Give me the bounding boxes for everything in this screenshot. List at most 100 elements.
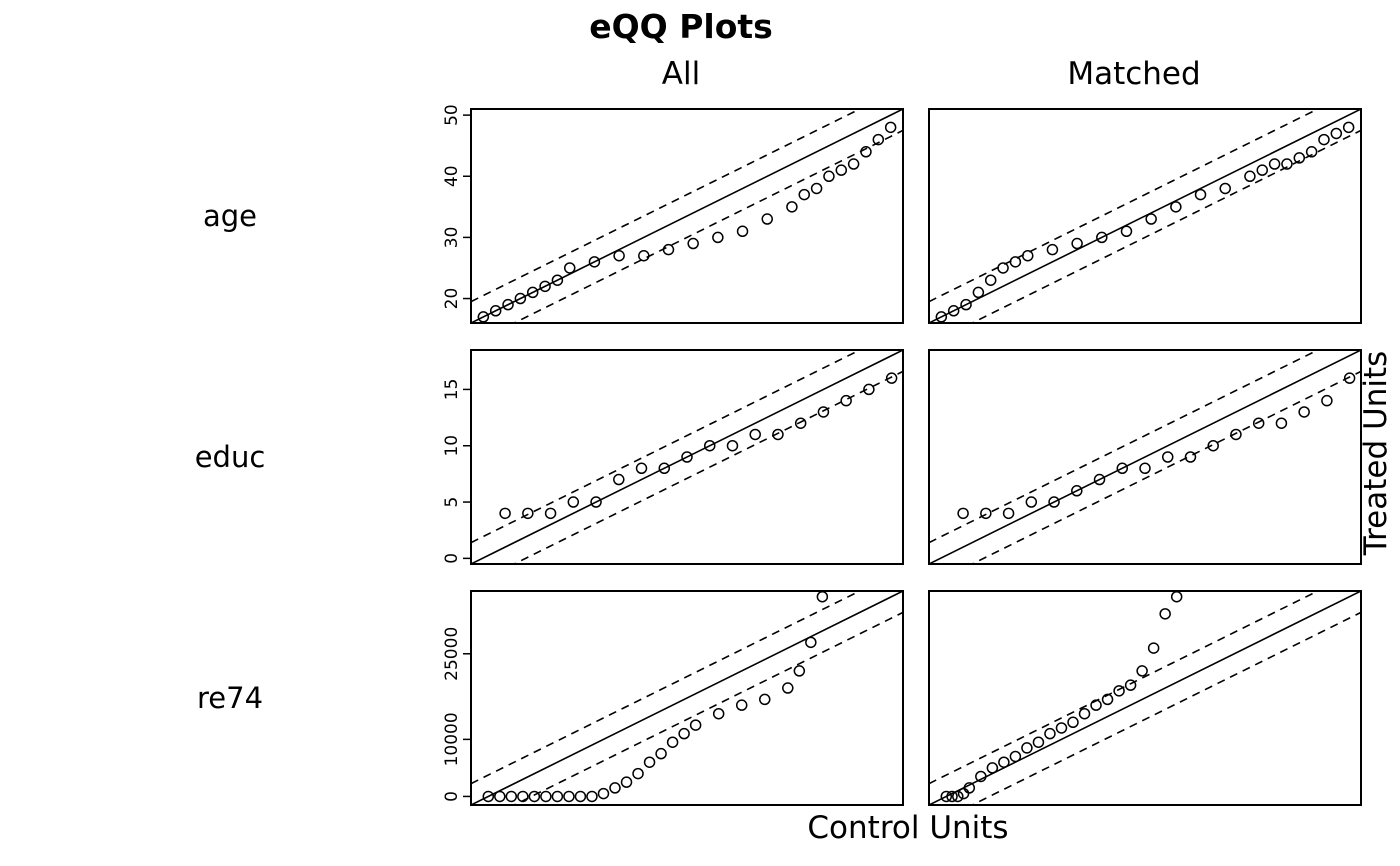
qq-point xyxy=(563,790,575,803)
qq-point xyxy=(816,591,829,603)
qq-point xyxy=(1321,394,1333,407)
qq-point xyxy=(1044,727,1056,740)
qq-point xyxy=(1207,439,1219,452)
qq-point xyxy=(1184,451,1197,463)
qq-point xyxy=(1139,462,1151,475)
x-axis-label: Control Units xyxy=(807,810,1008,846)
qq-point xyxy=(712,707,725,720)
qq-point xyxy=(1281,158,1293,170)
qq-point xyxy=(1136,665,1148,677)
qq-point xyxy=(1113,685,1125,697)
qq-point xyxy=(586,790,598,803)
qq-point xyxy=(1170,201,1182,213)
chart-title: eQQ Plots xyxy=(589,7,773,46)
qq-point xyxy=(1048,496,1060,508)
panel-frame xyxy=(470,108,904,324)
qq-point xyxy=(632,767,644,780)
qq-point xyxy=(1009,750,1022,763)
y-tick-label: 50 xyxy=(442,104,462,126)
qq-point xyxy=(609,782,621,794)
lower-band-line xyxy=(512,129,903,323)
column-label-matched: Matched xyxy=(1067,56,1200,92)
qq-point xyxy=(823,170,835,183)
panel-age-all: 20 30 40 50 xyxy=(442,104,904,324)
row-label-re74: re74 xyxy=(197,681,263,715)
qq-point xyxy=(658,462,671,475)
qq-point xyxy=(960,298,972,311)
qq-point xyxy=(574,790,587,803)
qq-point xyxy=(1021,249,1034,262)
panel-re74-matched xyxy=(928,590,1362,806)
upper-band-line xyxy=(471,109,862,303)
qq-point xyxy=(1067,716,1079,729)
qq-point xyxy=(798,188,811,201)
panel-frame xyxy=(928,108,1362,324)
qq-point xyxy=(1071,237,1083,250)
y-tick-label: 25000 xyxy=(442,627,462,681)
reference-line xyxy=(929,591,1361,805)
qq-point xyxy=(502,298,514,311)
qq-point xyxy=(935,311,948,323)
qq-point xyxy=(1025,496,1038,508)
qq-point xyxy=(522,507,534,520)
qq-point xyxy=(980,507,992,520)
y-tick-label: 10 xyxy=(442,435,462,457)
qq-point xyxy=(1093,473,1106,486)
qq-point xyxy=(551,274,564,286)
qq-point xyxy=(703,439,716,452)
qq-point xyxy=(1330,127,1343,140)
qq-point xyxy=(957,787,970,800)
qq-point xyxy=(885,372,898,384)
upper-band-line xyxy=(929,109,1320,303)
qq-point xyxy=(477,311,490,323)
y-tick-label: 0 xyxy=(442,791,462,802)
qq-point xyxy=(517,790,529,803)
column-label-all: All xyxy=(662,56,700,92)
qq-point xyxy=(1343,372,1356,384)
qq-point xyxy=(613,249,625,262)
y-tick-label: 40 xyxy=(442,165,462,187)
lower-band-line xyxy=(970,611,1361,805)
qq-point xyxy=(793,665,806,677)
qq-point xyxy=(805,636,817,649)
qq-point xyxy=(735,699,748,711)
qq-point xyxy=(984,274,997,286)
qq-point xyxy=(1318,133,1330,146)
qq-point xyxy=(782,682,794,694)
y-tick-label: 30 xyxy=(442,227,462,249)
y-axis-label: Treated Units xyxy=(1358,351,1394,557)
qq-point xyxy=(712,231,724,244)
upper-band-line xyxy=(929,591,1320,785)
upper-band-line xyxy=(929,350,1320,544)
reference-line xyxy=(471,591,903,805)
qq-point xyxy=(1101,693,1114,706)
qq-point xyxy=(986,762,999,774)
qq-point xyxy=(540,790,552,803)
qq-point xyxy=(957,507,969,520)
qq-point xyxy=(655,747,667,760)
qq-point xyxy=(772,428,784,441)
qq-point xyxy=(1293,152,1306,164)
qq-point xyxy=(613,473,625,486)
qq-point xyxy=(544,507,557,520)
qq-point xyxy=(872,133,885,146)
qq-point xyxy=(997,262,1009,274)
upper-band-line xyxy=(471,591,862,785)
qq-point xyxy=(749,428,761,441)
qq-point xyxy=(597,787,610,800)
qq-point xyxy=(1244,170,1256,183)
qq-point xyxy=(681,451,693,463)
qq-point xyxy=(1161,451,1174,463)
lower-band-line xyxy=(512,611,903,805)
qq-point xyxy=(1120,225,1133,238)
qq-point xyxy=(666,736,679,748)
qq-point xyxy=(847,158,860,170)
reference-line xyxy=(471,109,903,323)
qq-point xyxy=(1252,417,1265,429)
qq-point xyxy=(860,146,872,158)
qq-point xyxy=(1090,699,1102,711)
qq-point xyxy=(563,262,576,274)
qq-point xyxy=(662,243,675,256)
qq-point xyxy=(975,770,987,783)
lower-band-line xyxy=(512,370,903,564)
